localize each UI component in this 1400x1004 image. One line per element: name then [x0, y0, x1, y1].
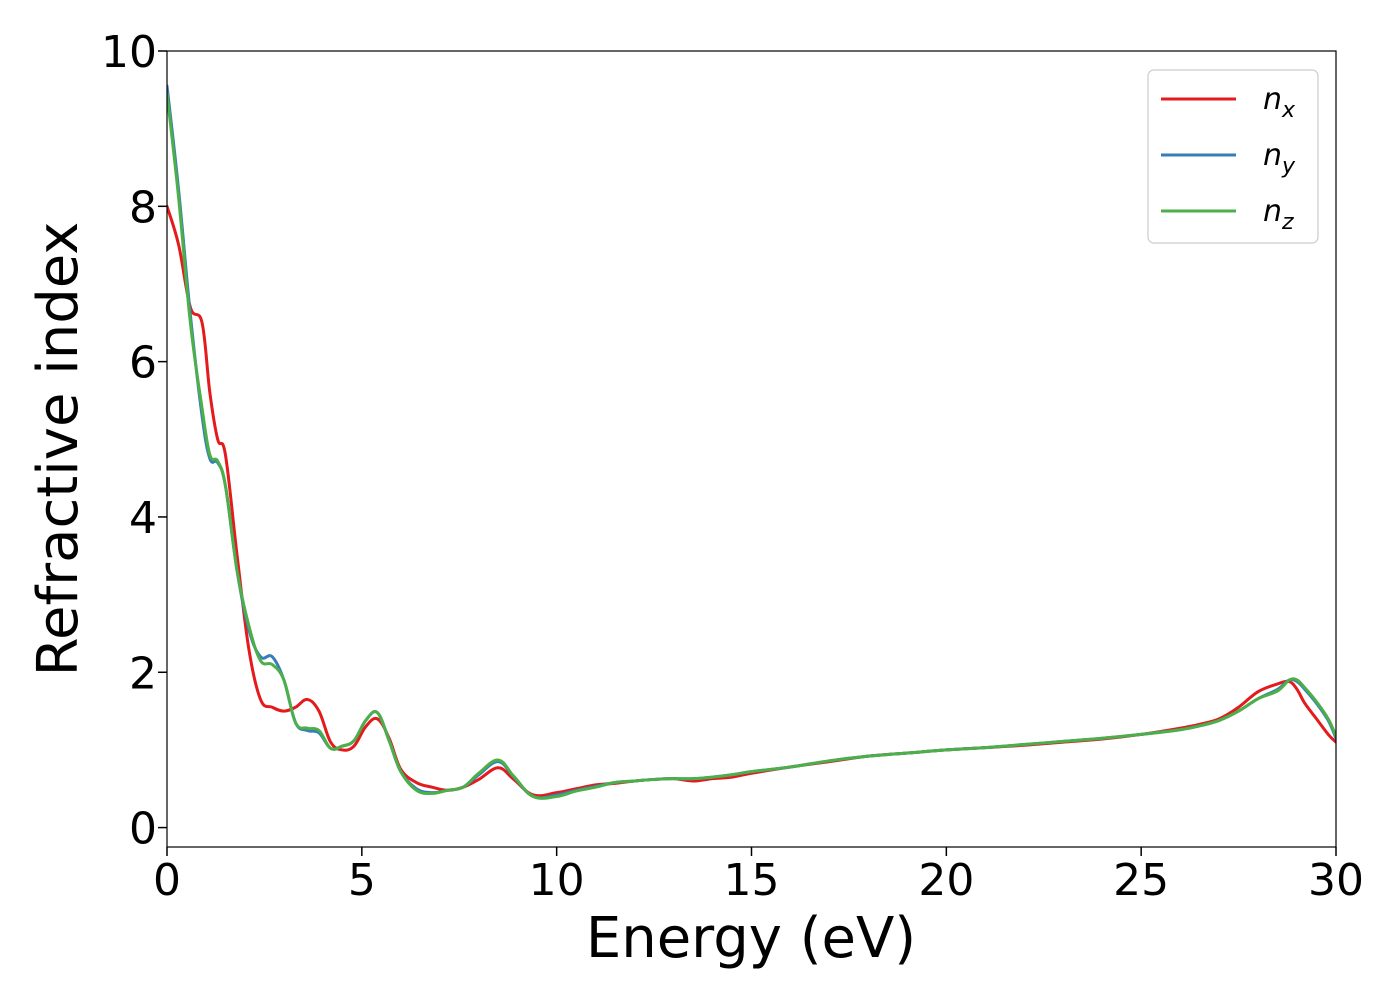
legend-label-y: ny [1263, 138, 1296, 179]
x-tick-label: 10 [529, 855, 585, 906]
x-axis: 0 5 10 15 20 25 30 [153, 847, 1364, 906]
x-tick-label: 15 [724, 855, 780, 906]
y-tick-label: 4 [129, 493, 157, 544]
y-axis: 0 2 4 6 8 10 [101, 27, 167, 855]
x-tick-label: 5 [348, 855, 376, 906]
y-tick-label: 10 [101, 27, 157, 78]
x-axis-title: Energy (eV) [586, 906, 916, 971]
x-tick-label: 20 [918, 855, 974, 906]
y-axis-title: Refractive index [26, 222, 91, 677]
y-tick-label: 8 [129, 182, 157, 233]
series-layer [167, 84, 1336, 800]
x-tick-label: 30 [1308, 855, 1364, 906]
y-tick-label: 2 [129, 648, 157, 699]
legend: nx ny nz [1147, 69, 1319, 244]
series-line-n-x [167, 204, 1336, 798]
y-tick-label: 6 [129, 338, 157, 389]
x-tick-label: 25 [1113, 855, 1169, 906]
x-tick-label: 0 [153, 855, 181, 906]
y-tick-label: 0 [129, 804, 157, 855]
legend-label-z: nz [1263, 194, 1294, 235]
legend-label-x: nx [1263, 82, 1296, 123]
series-line-n-z [167, 92, 1336, 800]
